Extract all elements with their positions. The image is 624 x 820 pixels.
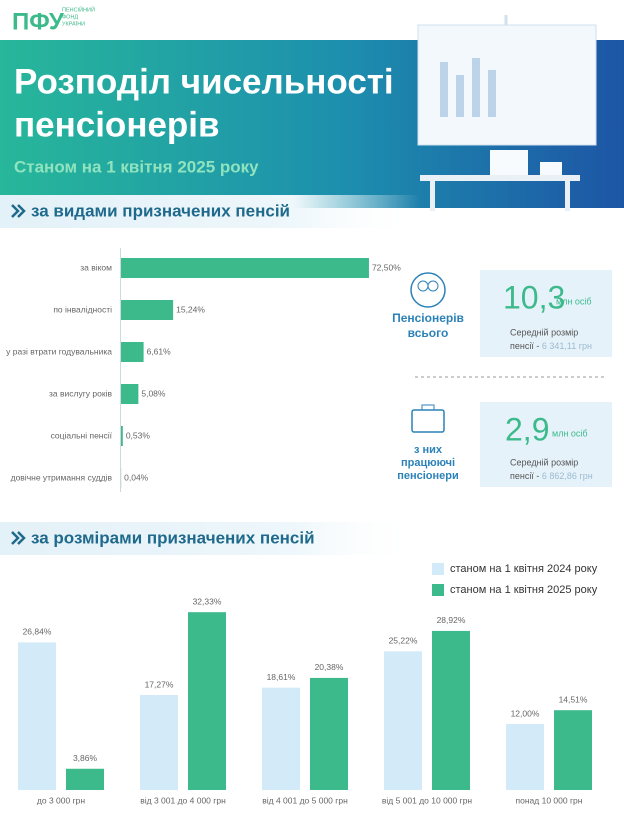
bar <box>121 300 174 320</box>
value-label: 28,92% <box>437 615 466 625</box>
category-label: від 5 001 до 10 000 грн <box>382 795 473 805</box>
bar <box>262 687 300 790</box>
summary-note: Середній розмір <box>510 327 578 337</box>
summary-unit: млн осіб <box>556 296 592 306</box>
legend-label: станом на 1 квітня 2025 року <box>450 584 598 596</box>
value-label: 32,33% <box>193 596 222 606</box>
bar <box>18 642 56 790</box>
category-label: за віком <box>80 262 112 272</box>
category-label: у разі втрати годувальника <box>6 346 112 356</box>
bar <box>66 768 104 790</box>
chevron <box>11 204 26 218</box>
section-title: за розмірами призначених пенсій <box>31 528 315 547</box>
summary-value: 10,3 <box>503 279 565 315</box>
bar <box>506 724 544 790</box>
value-label: 18,61% <box>267 672 296 682</box>
logo-text: ФОНД <box>62 14 78 20</box>
category-label: по інвалідності <box>53 304 112 314</box>
value-label: 14,51% <box>559 694 588 704</box>
legend-swatch <box>432 563 444 575</box>
category-label: довічне утримання суддів <box>11 472 113 482</box>
illustration <box>417 15 597 211</box>
category-label: за вислугу років <box>49 388 112 398</box>
summary-note: пенсії - 6 862,86 грн <box>510 471 593 481</box>
bar <box>554 710 592 790</box>
chevron <box>11 531 26 545</box>
value-label: 3,86% <box>73 753 98 763</box>
summary-label: з них <box>414 444 443 456</box>
bar <box>121 342 144 362</box>
category-label: соціальні пенсії <box>51 430 113 440</box>
title: пенсіонерів <box>14 105 220 144</box>
value-label: 5,08% <box>141 388 166 398</box>
value-label: 12,00% <box>511 708 540 718</box>
logo-text: УКРАЇНИ <box>62 20 85 27</box>
summary-note: пенсії - 6 341,11 грн <box>510 341 592 351</box>
summary: Пенсіонерів всього 10,3 млн осіб Середні… <box>392 270 612 487</box>
section-title: за видами призначених пенсій <box>31 201 290 220</box>
bar <box>310 677 348 790</box>
bar <box>121 384 139 404</box>
bar <box>384 651 422 790</box>
category-label: до 3 000 грн <box>37 795 86 805</box>
value-label: 20,38% <box>315 662 344 672</box>
logo-text: ПЕНСІЙНИЙ <box>62 5 95 13</box>
bar <box>121 426 123 446</box>
value-label: 0,04% <box>124 472 149 482</box>
summary-note: Середній розмір <box>510 457 578 467</box>
title: Розподіл чисельності <box>14 62 394 101</box>
summary-label: пенсіонери <box>397 470 459 482</box>
category-label: від 3 001 до 4 000 грн <box>140 795 226 805</box>
legend-swatch <box>432 584 444 596</box>
value-label: 26,84% <box>23 627 52 637</box>
bar <box>188 612 226 790</box>
section-strip <box>0 522 420 555</box>
summary-value: 2,9 <box>505 411 549 447</box>
summary-unit: млн осіб <box>552 428 588 438</box>
subtitle: Станом на 1 квітня 2025 року <box>14 157 259 176</box>
bar <box>121 258 369 278</box>
legend-label: станом на 1 квітня 2024 року <box>450 563 598 575</box>
value-label: 72,50% <box>372 262 401 272</box>
category-label: понад 10 000 грн <box>516 795 583 805</box>
logo: ПФУ <box>12 8 65 35</box>
category-label: від 4 001 до 5 000 грн <box>262 795 348 805</box>
bar <box>432 630 470 790</box>
bar <box>140 695 178 790</box>
value-label: 25,22% <box>389 636 418 646</box>
value-label: 0,53% <box>126 430 151 440</box>
section-strip <box>0 195 420 228</box>
value-label: 17,27% <box>145 679 174 689</box>
summary-label: Пенсіонерів <box>392 311 464 325</box>
summary-label: працюючі <box>401 457 455 469</box>
summary-label: всього <box>408 326 449 340</box>
value-label: 15,24% <box>176 304 205 314</box>
value-label: 6,61% <box>147 346 172 356</box>
